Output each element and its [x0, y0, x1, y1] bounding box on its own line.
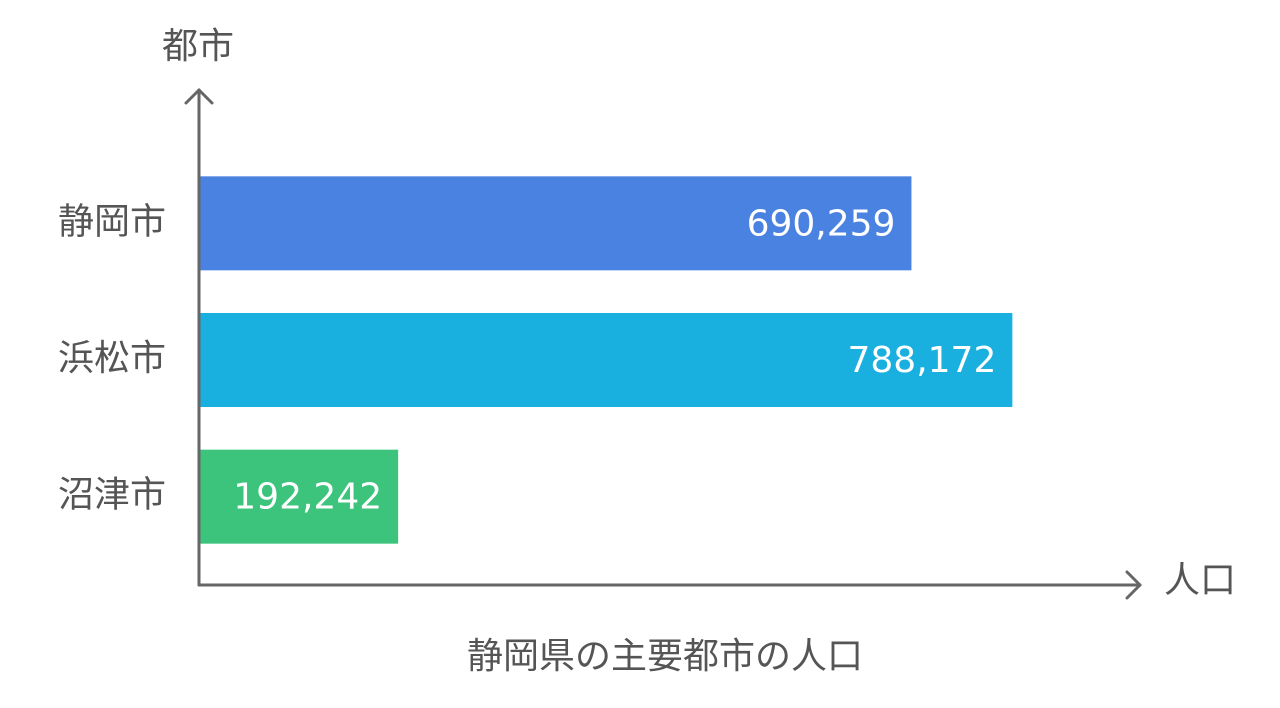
- value-label: 690,259: [747, 203, 896, 244]
- bar: [200, 176, 912, 271]
- y-axis-label: 都市: [162, 26, 234, 67]
- y-tick-label: 沼津市: [58, 475, 166, 516]
- value-label: 192,242: [233, 477, 382, 518]
- value-label: 788,172: [847, 340, 996, 381]
- y-tick-label: 静岡市: [58, 201, 166, 242]
- y-tick-label: 浜松市: [58, 338, 166, 379]
- chart-title: 静岡県の主要都市の人口: [467, 636, 863, 677]
- bar: [200, 313, 1013, 407]
- y-axis-arrow: [184, 88, 214, 105]
- x-axis-label: 人口: [1164, 560, 1236, 601]
- bar: [200, 449, 399, 544]
- x-axis-arrow: [1125, 570, 1142, 600]
- axes: [184, 88, 1142, 600]
- bars: [200, 176, 1013, 544]
